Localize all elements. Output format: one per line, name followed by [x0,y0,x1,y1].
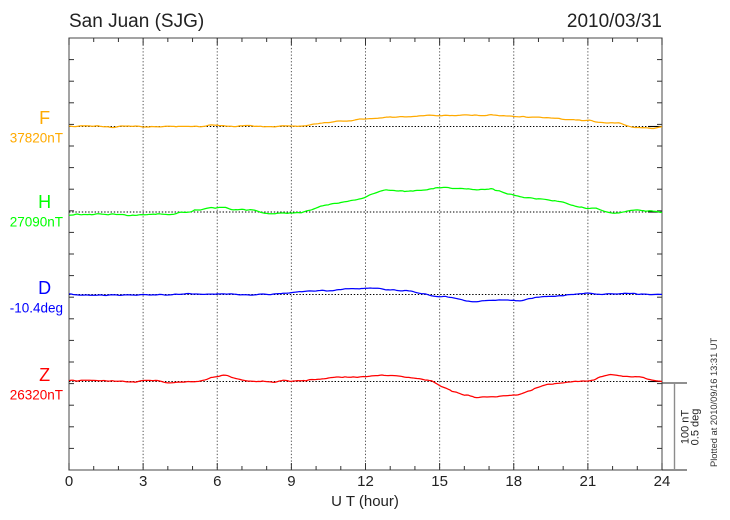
svg-text:U T (hour): U T (hour) [331,493,399,510]
svg-text:3: 3 [139,473,147,490]
svg-text:0: 0 [65,473,73,490]
svg-text:9: 9 [287,473,295,490]
svg-text:San Juan (SJG): San Juan (SJG) [69,11,204,32]
svg-text:Plotted at 2010/09/16 13:31 UT: Plotted at 2010/09/16 13:31 UT [709,337,719,467]
svg-text:15: 15 [431,473,448,490]
svg-text:37820nT: 37820nT [10,131,63,146]
svg-text:26320nT: 26320nT [10,388,63,403]
svg-text:F: F [39,108,50,128]
svg-text:-10.4deg: -10.4deg [10,301,63,316]
svg-text:21: 21 [580,473,597,490]
svg-text:D: D [38,278,51,298]
svg-text:6: 6 [213,473,221,490]
svg-text:Z: Z [39,365,50,385]
svg-text:24: 24 [654,473,671,490]
svg-text:0.5 deg: 0.5 deg [690,409,702,446]
svg-text:H: H [38,192,51,212]
svg-text:18: 18 [505,473,522,490]
svg-text:2010/03/31: 2010/03/31 [567,11,662,32]
svg-text:12: 12 [357,473,374,490]
svg-text:27090nT: 27090nT [10,215,63,230]
